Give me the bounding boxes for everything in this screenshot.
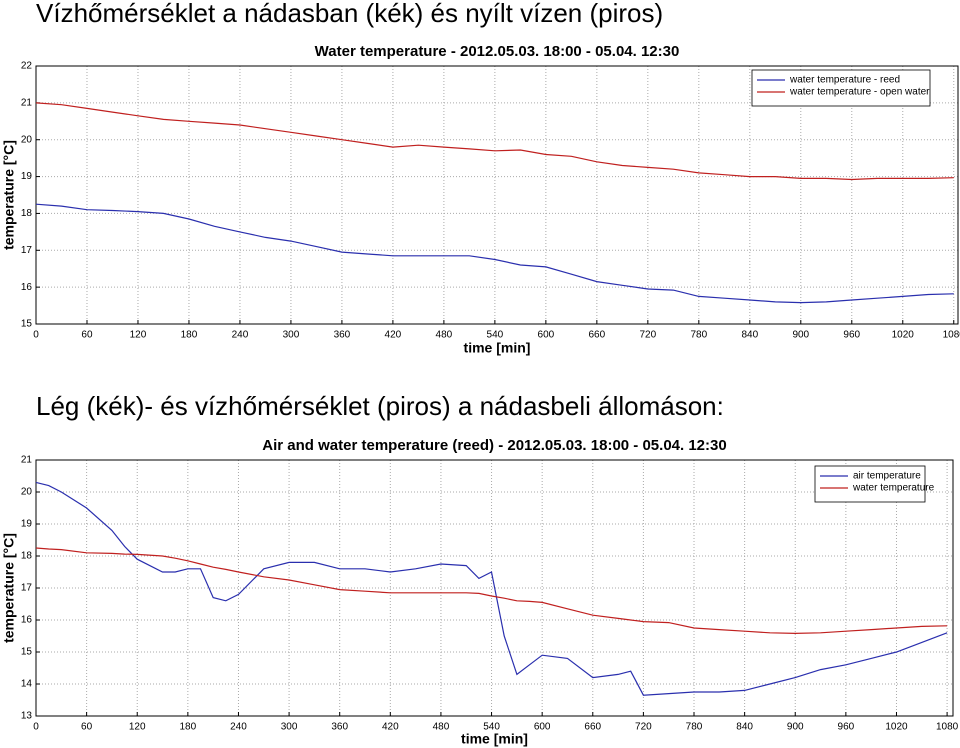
x-tick-label: 1080	[936, 722, 959, 733]
chart-title: Water temperature - 2012.05.03. 18:00 - …	[315, 43, 680, 60]
legend-label: water temperature - open water	[789, 87, 930, 98]
x-tick-label: 780	[690, 330, 707, 341]
x-tick-label: 540	[487, 330, 504, 341]
x-tick-label: 660	[584, 722, 601, 733]
y-tick-label: 17	[21, 583, 33, 594]
x-tick-label: 1080	[943, 330, 960, 341]
data-line	[35, 102, 954, 181]
plot-frame	[35, 65, 959, 325]
x-tick-label: 360	[331, 722, 348, 733]
x-tick-label: 120	[129, 722, 146, 733]
x-tick-label: 480	[433, 722, 450, 733]
caption: Vízhőmérséklet a nádasban (kék) és nyílt…	[36, 0, 663, 28]
x-axis-label: time [min]	[464, 340, 531, 356]
x-tick-label: 1020	[892, 330, 915, 341]
x-tick-label: 900	[787, 722, 804, 733]
x-tick-label: 840	[741, 330, 758, 341]
x-tick-label: 120	[130, 330, 147, 341]
x-tick-label: 300	[283, 330, 300, 341]
y-tick-label: 21	[21, 455, 33, 466]
x-tick-label: 900	[792, 330, 809, 341]
y-tick-label: 16	[21, 615, 33, 626]
legend-box	[814, 465, 926, 503]
x-tick-label: 300	[281, 722, 298, 733]
y-tick-label: 18	[21, 208, 33, 219]
plot-frame	[35, 459, 954, 717]
data-line	[35, 547, 948, 635]
y-tick-label: 19	[21, 171, 33, 182]
legend-label: air temperature	[853, 471, 921, 482]
x-tick-label: 600	[534, 722, 551, 733]
x-tick-label: 540	[483, 722, 500, 733]
y-tick-label: 15	[21, 319, 33, 330]
x-tick-label: 60	[81, 722, 93, 733]
x-tick-label: 240	[230, 722, 247, 733]
y-tick-label: 13	[21, 711, 33, 722]
x-tick-label: 780	[686, 722, 703, 733]
legend-box	[751, 69, 931, 107]
x-tick-label: 60	[81, 330, 93, 341]
y-tick-label: 14	[21, 679, 33, 690]
y-tick-label: 15	[21, 647, 33, 658]
x-tick-label: 360	[334, 330, 351, 341]
x-tick-label: 960	[843, 330, 860, 341]
chart-title: Air and water temperature (reed) - 2012.…	[262, 437, 726, 454]
x-tick-label: 180	[181, 330, 198, 341]
y-tick-label: 20	[21, 487, 33, 498]
x-tick-label: 960	[838, 722, 855, 733]
data-line	[35, 481, 948, 696]
legend-label: water temperature - reed	[789, 75, 900, 86]
x-tick-label: 600	[538, 330, 555, 341]
x-tick-label: 660	[589, 330, 606, 341]
y-tick-label: 20	[21, 134, 33, 145]
y-tick-label: 19	[21, 519, 33, 530]
plot-area	[36, 66, 958, 324]
x-tick-label: 480	[436, 330, 453, 341]
y-tick-label: 22	[21, 61, 33, 72]
caption: Lég (kék)- és vízhőmérséklet (piros) a n…	[36, 391, 724, 421]
x-tick-label: 180	[180, 722, 197, 733]
x-tick-label: 720	[635, 722, 652, 733]
y-tick-label: 18	[21, 551, 33, 562]
x-tick-label: 420	[382, 722, 399, 733]
x-tick-label: 420	[385, 330, 402, 341]
x-tick-label: 1020	[885, 722, 908, 733]
legend-label: water temperature	[852, 483, 935, 494]
y-axis-label: temperature [°C]	[1, 533, 17, 643]
x-tick-label: 240	[232, 330, 249, 341]
x-tick-label: 720	[639, 330, 656, 341]
data-line	[35, 203, 954, 304]
y-axis-label: temperature [°C]	[1, 140, 17, 250]
x-tick-label: 840	[736, 722, 753, 733]
x-axis-label: time [min]	[461, 731, 528, 747]
y-tick-label: 21	[21, 97, 33, 108]
x-tick-label: 0	[33, 330, 39, 341]
x-tick-label: 0	[33, 722, 39, 733]
y-tick-label: 16	[21, 282, 33, 293]
y-tick-label: 17	[21, 245, 33, 256]
